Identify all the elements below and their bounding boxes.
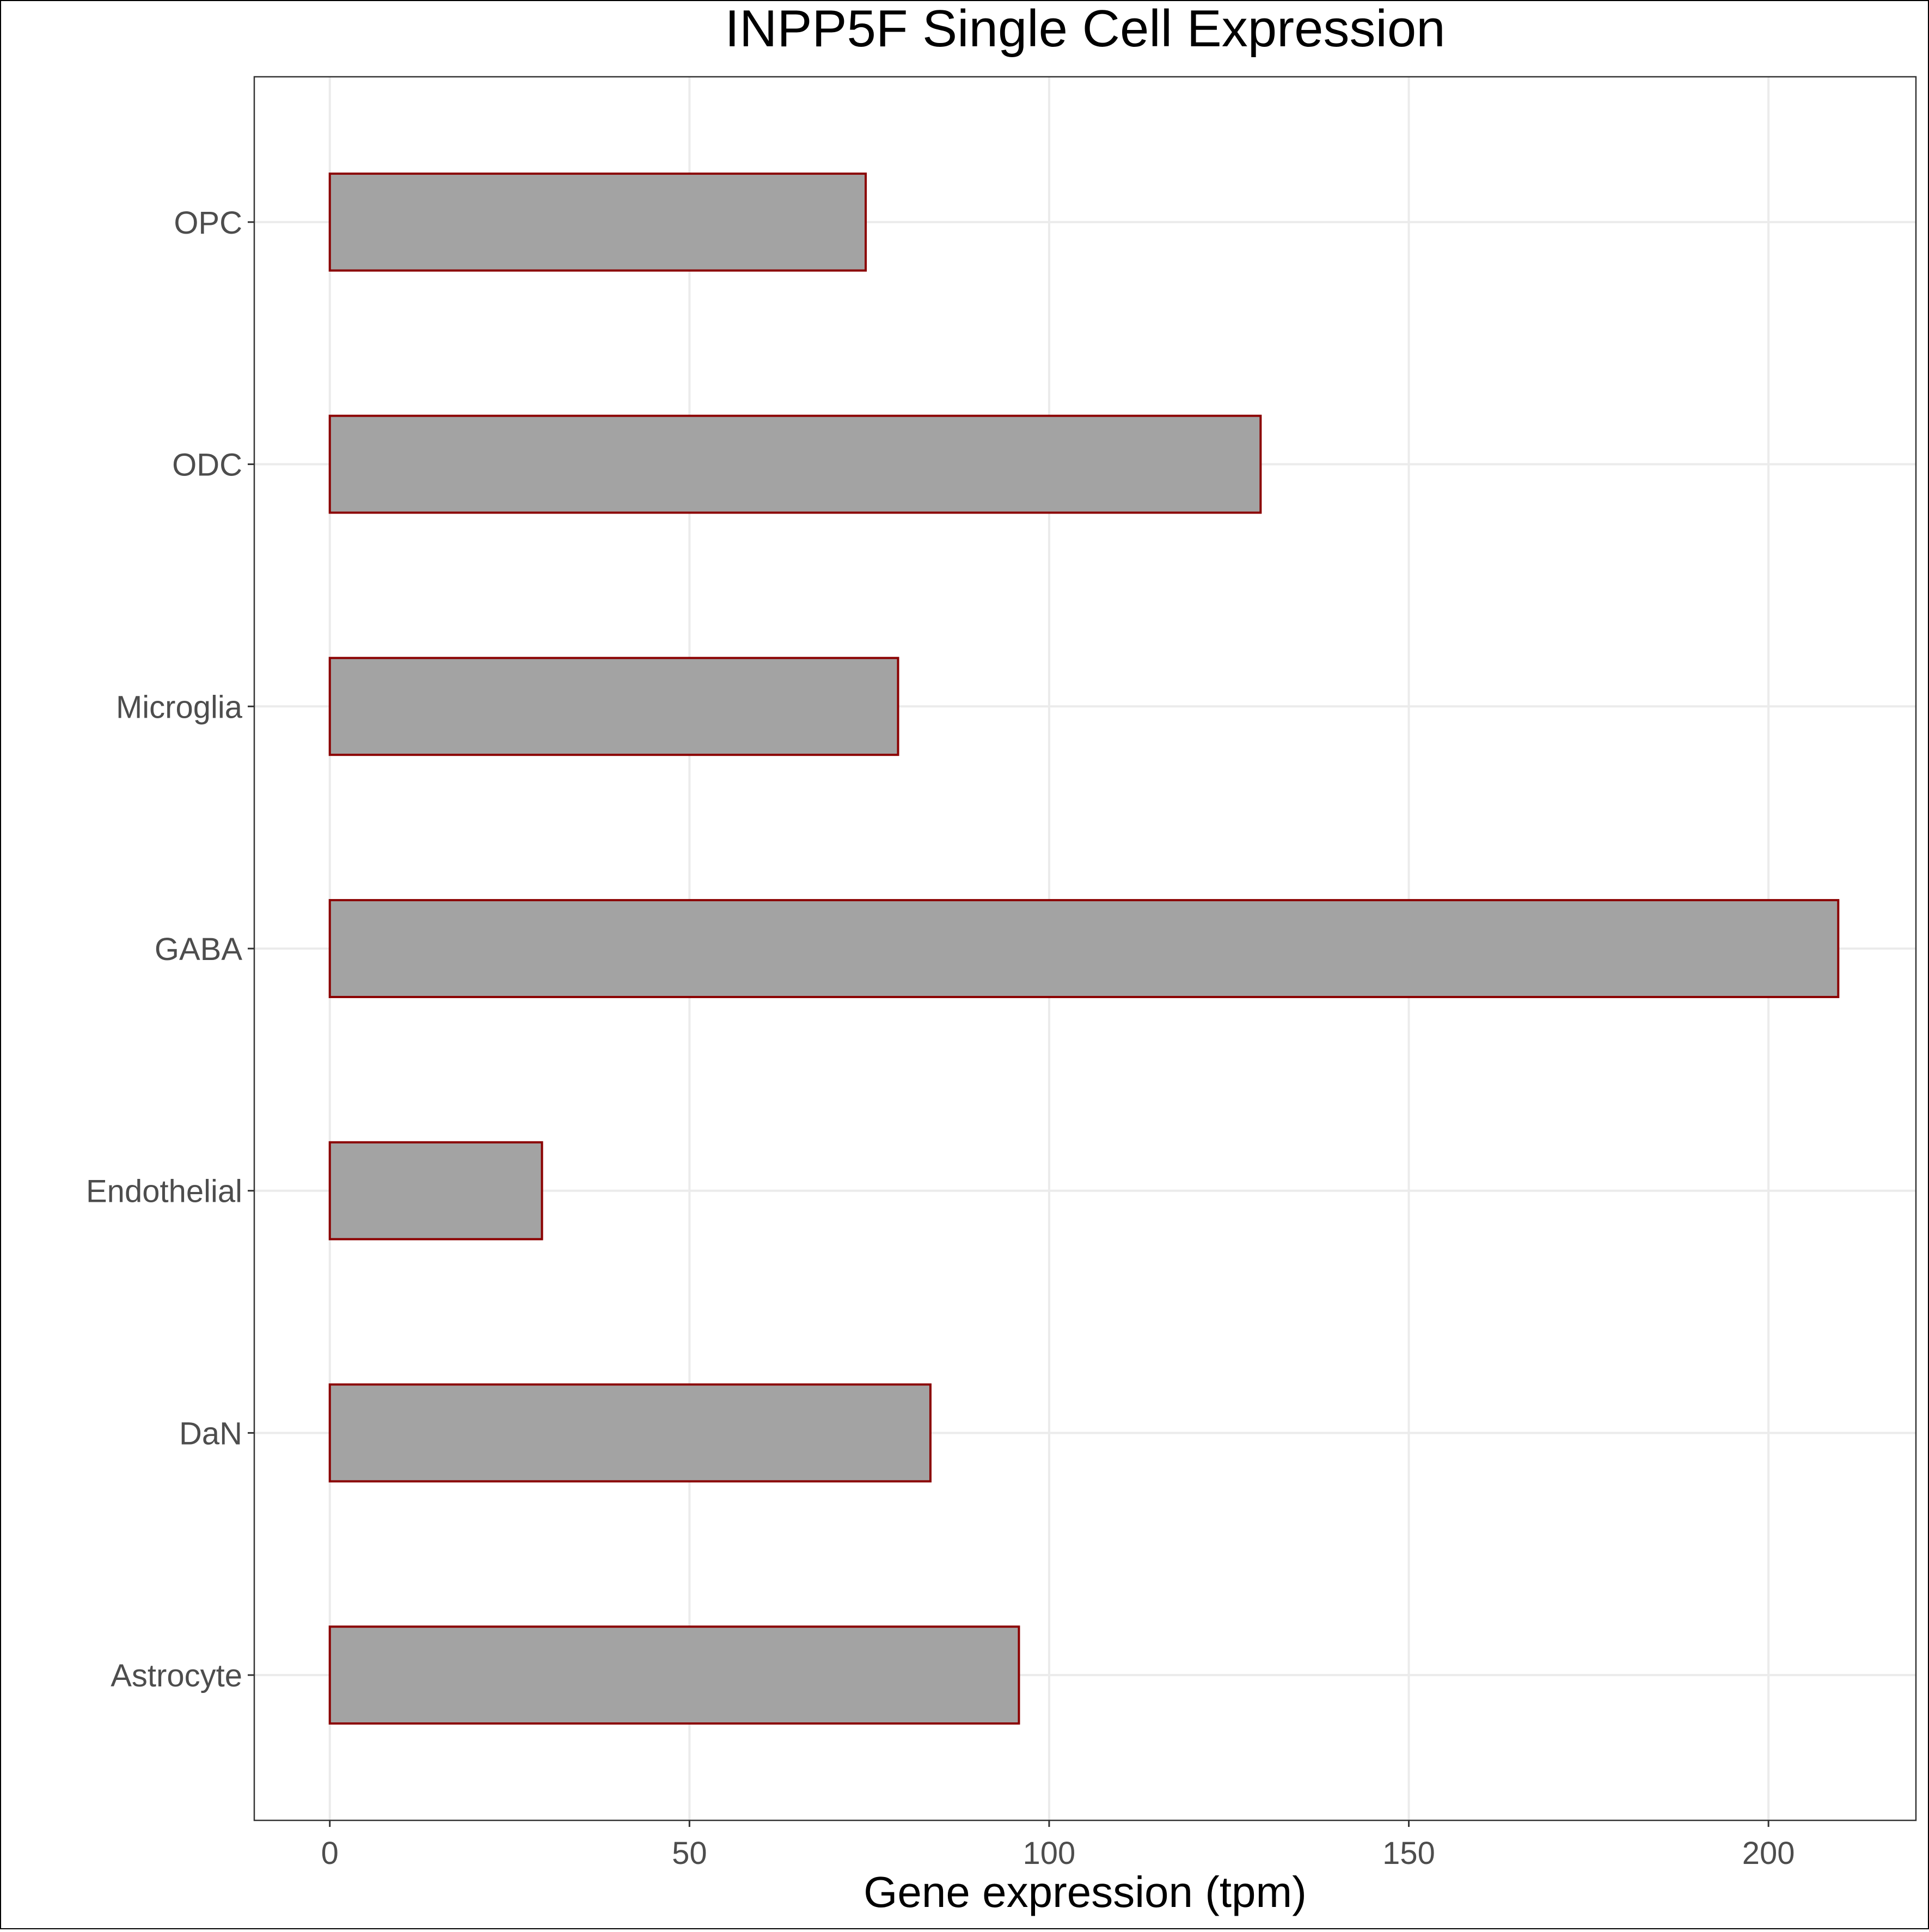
y-tick-label: Endothelial — [86, 1174, 242, 1209]
x-tick-label: 150 — [1382, 1836, 1435, 1871]
axis-layer: 0 50 100 150 200 Astrocyte DaN Endothelial GABA M… — [86, 205, 1795, 1871]
x-axis-title: Gene expression (tpm) — [864, 1868, 1307, 1916]
bar — [328, 899, 1840, 998]
chart-title: INPP5F Single Cell Expression — [725, 0, 1445, 58]
y-tick-label: Astrocyte — [111, 1658, 242, 1693]
y-tick-label: Microglia — [116, 689, 243, 725]
y-tick-label: GABA — [155, 932, 242, 967]
bar — [328, 1625, 1020, 1725]
bar — [328, 1383, 932, 1483]
y-tick-label: DaN — [179, 1416, 242, 1451]
x-tick-label: 200 — [1742, 1836, 1795, 1871]
bar — [328, 172, 867, 272]
bar — [328, 657, 899, 756]
y-tick-label: OPC — [174, 205, 242, 241]
x-tick-label: 0 — [321, 1836, 339, 1871]
x-tick-label: 50 — [672, 1836, 707, 1871]
x-tick-label: 100 — [1023, 1836, 1076, 1871]
bar — [328, 414, 1262, 514]
y-tick-label: ODC — [172, 448, 242, 483]
bar — [328, 1141, 543, 1240]
bar-layer — [328, 172, 1840, 1725]
